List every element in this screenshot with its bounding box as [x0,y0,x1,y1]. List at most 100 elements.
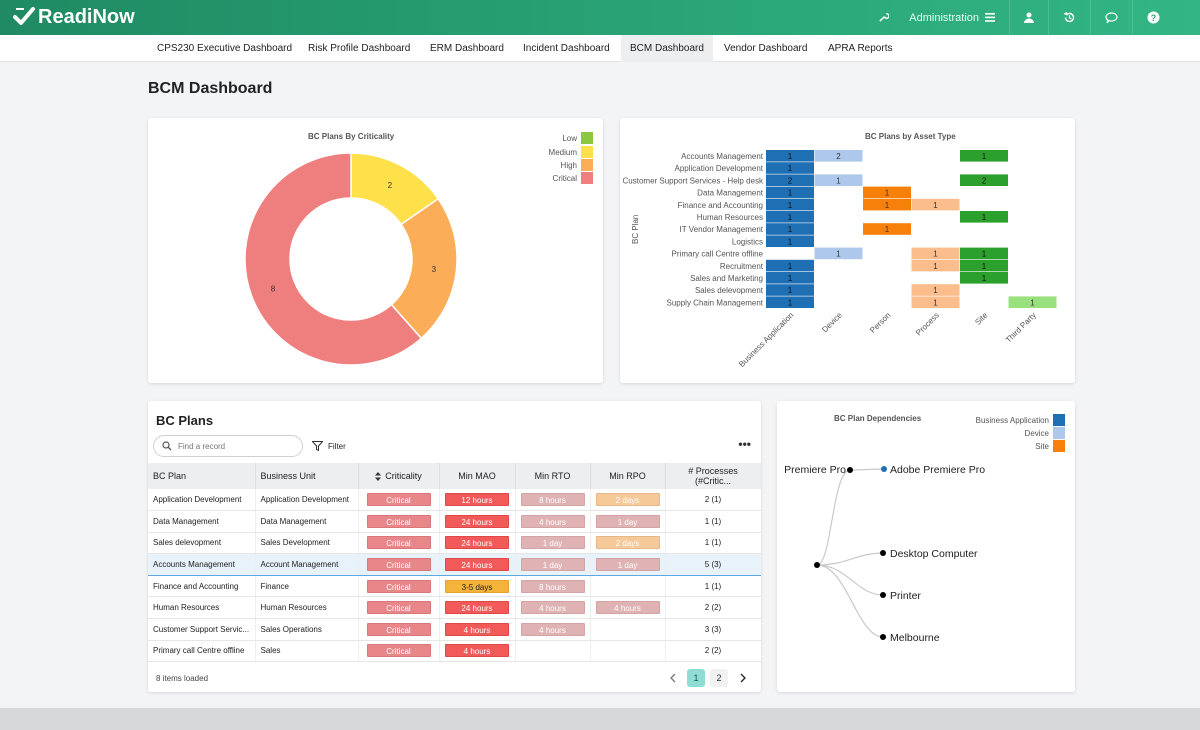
heatmap-cell[interactable] [766,296,814,308]
column-header-processes[interactable]: # Processes (#Critic... [665,463,761,489]
tree-root-node[interactable] [814,562,820,568]
user-icon[interactable] [1024,12,1034,23]
column-header-min-mao[interactable]: Min MAO [439,463,516,489]
tab-cps230-executive-dashboard[interactable]: CPS230 Executive Dashboard [157,43,293,54]
filter-button[interactable]: Filter [312,441,346,451]
table-row[interactable]: Data Management Data Management Critical 24… [148,510,761,533]
column-header-bc-plan[interactable]: BC Plan [148,463,256,489]
x-tick-label: Person [868,311,892,335]
tree-node[interactable] [880,592,886,598]
heatmap-cell[interactable] [960,150,1008,162]
tab-erm-dashboard[interactable]: ERM Dashboard [430,43,504,54]
heatmap-cell[interactable] [863,223,911,235]
cell-min-rpo: 1 day [590,553,666,576]
tab-bcm-dashboard[interactable]: BCM Dashboard [621,35,713,62]
heatmap-cell[interactable] [960,211,1008,223]
search-box[interactable] [153,435,303,457]
table-row[interactable]: Customer Support Servic... Sales Operatio… [148,618,761,641]
divider [1009,0,1010,35]
column-header-business-unit[interactable]: Business Unit [255,463,359,489]
history-icon[interactable] [1063,11,1076,24]
page-button-1[interactable]: 1 [687,669,705,687]
column-header-min-rto[interactable]: Min RTO [515,463,591,489]
tab-incident-dashboard[interactable]: Incident Dashboard [523,43,610,54]
heatmap-cell[interactable] [766,162,814,174]
heatmap-cell[interactable] [960,247,1008,260]
donut-slice-critical[interactable] [244,152,423,366]
heatmap-cell[interactable] [863,186,911,199]
heatmap-cell[interactable] [911,284,960,296]
search-icon [162,441,172,451]
tab-risk-profile-dashboard[interactable]: Risk Profile Dashboard [308,43,411,54]
y-tick-label: Sales and Marketing [690,274,763,283]
more-options-icon[interactable]: ••• [738,437,751,451]
checkmark-logo-icon [13,7,35,25]
heatmap-cell[interactable] [766,174,814,186]
heatmap-cell-value: 2 [788,176,793,185]
legend-low: Low [562,132,593,144]
heatmap-cell[interactable] [766,211,814,223]
heatmap-cell[interactable] [814,150,863,162]
heatmap-cell[interactable] [814,247,863,260]
mao-badge: 24 hours [445,514,509,528]
heatmap-cell[interactable] [960,272,1008,284]
tree-node[interactable] [880,634,886,640]
table-row[interactable]: Accounts Management Account Management Cri… [148,553,761,576]
cell-business-unit: Human Resources [255,596,359,620]
table-row[interactable]: Application Development Application Devel… [148,489,761,512]
table-row[interactable]: Primary call Centre offline Sales Critical… [148,640,761,663]
heatmap-cell[interactable] [863,198,911,211]
heatmap-cell[interactable] [960,174,1008,186]
heatmap-cell[interactable] [766,284,814,296]
search-input[interactable] [178,441,288,451]
heatmap-cell[interactable] [911,259,960,272]
tab-apra-reports[interactable]: APRA Reports [828,43,893,54]
heatmap-cell[interactable] [766,198,814,211]
rto-badge: 4 hours [520,622,585,636]
heatmap-cell[interactable] [766,186,814,199]
heatmap-cell-value: 2 [836,152,841,161]
menu-icon[interactable] [985,13,995,22]
mao-badge: 24 hours [445,536,509,550]
prev-page-icon[interactable] [664,669,682,687]
next-page-icon[interactable] [734,669,752,687]
criticality-badge: Critical [366,514,431,528]
tab-vendor-dashboard[interactable]: Vendor Dashboard [724,43,808,54]
heatmap-cell[interactable] [814,174,863,186]
heatmap-cell[interactable] [911,198,960,211]
heatmap-cell[interactable] [766,150,814,162]
heatmap-cell[interactable] [766,259,814,272]
table-row[interactable]: Human Resources Human Resources Critical 24… [148,596,761,620]
divider [1048,0,1049,35]
heatmap-cell[interactable] [911,296,960,308]
table-row[interactable]: Finance and Accounting Finance Critical 3-5… [148,575,761,598]
page-button-2[interactable]: 2 [710,669,728,687]
column-header-min-rpo[interactable]: Min RPO [590,463,666,489]
table-row[interactable]: Sales delevopment Sales Development Critic… [148,532,761,555]
heatmap-cell-value: 1 [788,201,793,210]
help-icon[interactable]: ? [1147,11,1160,24]
legend-swatch [581,132,593,144]
cell-processes: 2 (2) [665,596,761,620]
wrench-icon[interactable] [878,12,890,23]
tree-node[interactable] [847,467,853,473]
admin-label[interactable]: Administration [909,11,979,24]
tree-node[interactable] [881,466,887,472]
heatmap-cell[interactable] [1008,296,1057,308]
dependencies-title: BC Plan Dependencies [834,414,922,423]
app-logo[interactable]: ReadiNow [12,6,135,28]
heatmap-cell[interactable] [766,272,814,284]
cell-bc-plan: Primary call Centre offline [148,640,256,663]
cell-processes: 2 (2) [665,640,761,663]
heatmap-cell[interactable] [766,235,814,247]
heatmap-cell[interactable] [911,247,960,260]
criticality-badge: Critical [366,644,431,658]
cell-business-unit: Sales Operations [255,618,359,641]
chat-icon[interactable] [1105,11,1118,24]
heatmap-cell[interactable] [766,223,814,235]
heatmap-cell[interactable] [960,259,1008,272]
column-header-criticality[interactable]: Criticality [358,463,440,489]
criticality-badge: Critical [366,558,431,572]
tree-node[interactable] [880,550,886,556]
table-header-row: BC Plan Business Unit Criticality Min MA… [148,463,761,489]
